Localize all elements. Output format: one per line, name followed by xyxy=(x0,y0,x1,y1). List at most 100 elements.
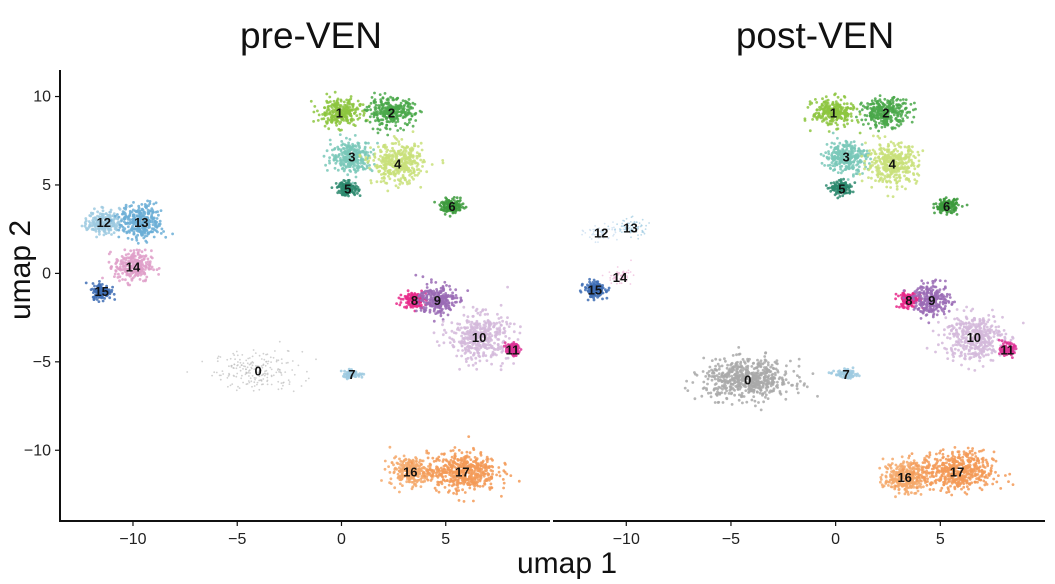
data-point xyxy=(476,311,480,315)
data-point xyxy=(218,374,221,377)
data-point xyxy=(419,141,423,145)
data-point xyxy=(421,459,425,463)
data-point xyxy=(478,313,482,317)
data-point xyxy=(385,111,389,115)
data-point xyxy=(379,150,382,154)
data-point xyxy=(475,319,479,323)
data-point xyxy=(341,192,345,196)
data-point xyxy=(330,186,334,190)
data-point xyxy=(451,291,454,295)
cluster-6-points-pre-ven xyxy=(433,196,468,218)
data-point xyxy=(371,127,375,131)
data-point xyxy=(232,352,235,355)
data-point xyxy=(305,379,307,382)
data-point xyxy=(461,205,464,209)
data-point xyxy=(332,99,336,103)
data-point xyxy=(300,385,303,387)
data-point xyxy=(498,321,501,324)
data-point xyxy=(407,480,411,483)
data-point xyxy=(445,284,448,287)
data-point xyxy=(383,172,386,176)
data-point xyxy=(379,154,382,158)
data-point xyxy=(266,376,269,379)
data-point xyxy=(397,140,401,144)
data-point xyxy=(463,352,467,355)
data-point xyxy=(279,369,281,371)
data-point xyxy=(501,478,505,481)
data-point xyxy=(374,103,378,107)
data-point xyxy=(234,358,237,361)
data-point xyxy=(382,179,386,183)
data-point xyxy=(327,127,331,131)
data-point xyxy=(333,118,337,121)
data-point xyxy=(115,224,119,228)
data-point xyxy=(152,268,156,272)
data-point xyxy=(713,401,717,404)
data-point xyxy=(133,274,137,278)
data-point xyxy=(150,215,154,219)
data-point xyxy=(263,374,266,377)
data-point xyxy=(512,322,516,326)
data-point xyxy=(339,108,343,112)
data-point xyxy=(419,169,423,173)
data-point xyxy=(322,154,326,158)
data-point xyxy=(441,468,444,472)
data-point xyxy=(347,373,350,377)
data-point xyxy=(462,456,466,459)
data-point xyxy=(378,108,382,112)
data-point xyxy=(329,100,332,103)
data-point xyxy=(466,336,470,340)
data-point xyxy=(766,375,770,379)
x-axis-title: umap 1 xyxy=(517,547,617,580)
data-point xyxy=(397,296,401,300)
data-point xyxy=(407,167,410,171)
data-point xyxy=(244,365,247,368)
data-point xyxy=(278,340,281,343)
data-point xyxy=(449,458,453,462)
data-point xyxy=(369,179,373,182)
data-point xyxy=(123,211,126,214)
data-point xyxy=(455,492,458,496)
data-point xyxy=(117,215,121,219)
data-point xyxy=(339,120,342,124)
data-point xyxy=(126,225,130,229)
data-point xyxy=(465,360,468,363)
data-point xyxy=(412,170,416,174)
data-point xyxy=(439,312,443,315)
data-point xyxy=(288,381,291,383)
data-point xyxy=(346,179,350,182)
data-point xyxy=(328,95,332,99)
data-point xyxy=(121,278,124,281)
data-point xyxy=(691,381,695,384)
data-point xyxy=(501,331,505,335)
data-point xyxy=(468,486,472,490)
data-point xyxy=(413,102,417,106)
data-point xyxy=(756,372,759,375)
data-point xyxy=(380,173,383,176)
data-point xyxy=(150,249,153,253)
data-point xyxy=(495,473,498,477)
data-point xyxy=(143,272,147,276)
data-point xyxy=(367,159,370,163)
cluster-label-12-pre-ven: 12 xyxy=(97,215,111,230)
data-point xyxy=(347,369,351,373)
data-point xyxy=(89,214,92,218)
data-point xyxy=(472,322,476,326)
data-point xyxy=(381,159,385,163)
data-point xyxy=(446,313,450,317)
data-point xyxy=(404,147,408,150)
data-point xyxy=(412,300,416,303)
data-point xyxy=(348,138,352,141)
data-point xyxy=(353,144,357,148)
x-tick-label: −10 xyxy=(119,531,146,548)
data-point xyxy=(467,364,471,367)
data-point xyxy=(84,281,88,285)
data-point xyxy=(270,383,273,386)
data-point xyxy=(766,363,770,367)
data-point xyxy=(379,101,383,104)
data-point xyxy=(442,341,446,345)
data-point xyxy=(316,109,319,113)
data-point xyxy=(159,209,163,213)
data-point xyxy=(392,170,396,174)
data-point xyxy=(251,375,254,377)
